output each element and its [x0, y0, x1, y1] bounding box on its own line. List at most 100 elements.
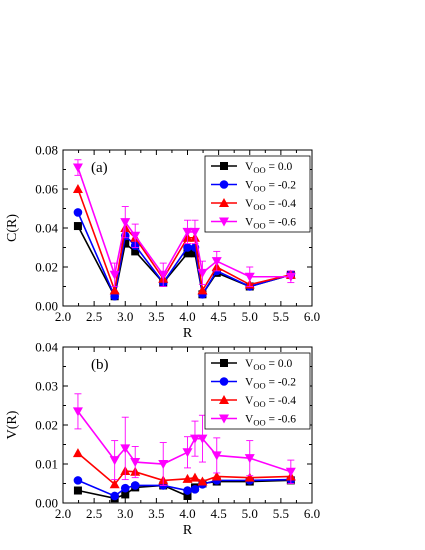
- y-tick-label: 0.00: [35, 496, 58, 511]
- data-point: [72, 163, 83, 173]
- legend-label-subscript: OO: [253, 221, 265, 231]
- legend-label-value: = -0.6: [266, 217, 297, 229]
- legend-label: VOO = -0.2: [245, 180, 296, 194]
- legend-label-main: V: [245, 198, 254, 210]
- data-point: [131, 247, 140, 256]
- legend-label-main: V: [245, 414, 254, 426]
- legend-label-subscript: OO: [253, 165, 265, 175]
- data-point: [244, 272, 255, 282]
- legend-label-subscript: OO: [253, 399, 265, 409]
- y-tick-label: 0.02: [35, 260, 58, 275]
- x-tick-label: 5.0: [242, 506, 258, 521]
- x-tick-label: 4.0: [179, 506, 195, 521]
- data-point: [197, 268, 208, 278]
- data-point: [182, 448, 193, 458]
- legend-label-value: = 0.0: [266, 358, 293, 370]
- legend-label: VOO = -0.4: [245, 395, 296, 409]
- legend-label-main: V: [245, 358, 254, 370]
- legend-marker: [220, 162, 228, 170]
- x-tick-label: 2.5: [86, 506, 102, 521]
- data-point: [121, 239, 130, 248]
- y-tick-label: 0.04: [35, 340, 58, 355]
- data-point: [130, 231, 141, 241]
- legend-label: VOO = -0.6: [245, 414, 296, 428]
- data-point: [190, 249, 199, 258]
- y-tick-label: 0.00: [35, 299, 58, 314]
- y-tick-label: 0.03: [35, 379, 58, 394]
- data-point: [183, 243, 192, 252]
- x-tick-label: 3.5: [148, 309, 164, 324]
- data-point: [182, 227, 193, 237]
- legend-marker: [219, 180, 229, 189]
- x-tick-label: 6.0: [304, 506, 320, 521]
- legend-label-value: = 0.0: [266, 161, 293, 173]
- x-tick-label: 5.0: [242, 309, 258, 324]
- data-point: [189, 472, 200, 482]
- data-point: [120, 444, 131, 454]
- legend-marker: [219, 377, 229, 386]
- x-tick-label: 2.0: [55, 506, 71, 521]
- data-point: [211, 471, 222, 481]
- series-0: [73, 222, 295, 301]
- data-point: [72, 448, 83, 458]
- data-point: [73, 476, 83, 485]
- y-tick-label: 0.04: [35, 221, 58, 236]
- legend-item-1: VOO = -0.2: [211, 180, 296, 194]
- data-point: [72, 407, 83, 417]
- data-point: [73, 222, 82, 231]
- legend-label-value: = -0.2: [266, 377, 297, 389]
- legend-marker: [219, 198, 229, 207]
- legend-label-value: = -0.2: [266, 180, 297, 192]
- x-tick-label: 2.5: [86, 309, 102, 324]
- legend-label-main: V: [245, 377, 254, 389]
- y-axis-title: V(R): [5, 410, 20, 439]
- x-tick-label: 3.5: [148, 506, 164, 521]
- legend-label-subscript: OO: [253, 381, 265, 391]
- legend-marker: [219, 217, 229, 227]
- data-point: [109, 270, 120, 280]
- data-point: [197, 476, 208, 486]
- legend-label: VOO = -0.6: [245, 217, 296, 231]
- data-point: [197, 285, 208, 295]
- data-point: [285, 272, 296, 282]
- legend-label-main: V: [245, 180, 254, 192]
- x-tick-label: 5.5: [273, 506, 289, 521]
- x-tick-label: 4.5: [211, 309, 227, 324]
- series-3: [72, 159, 296, 287]
- y-tick-label: 0.01: [35, 457, 58, 472]
- chart-panel-a: 2.0 2.5 3.0 3.5 4.0 4.5 5.0 5.5 6.0 0.00 0.02 0.04 0…: [5, 143, 320, 342]
- legend-item-3: VOO = -0.6: [211, 217, 296, 231]
- x-tick-label: 2.0: [55, 309, 71, 324]
- data-point: [72, 184, 83, 193]
- legend-marker: [219, 395, 229, 404]
- data-point: [158, 270, 169, 280]
- y-tick-label: 0.06: [35, 182, 58, 197]
- data-point: [130, 481, 140, 490]
- data-point: [211, 451, 222, 461]
- y-tick-label: 0.08: [35, 143, 58, 158]
- series-3: [72, 393, 296, 486]
- legend-label-subscript: OO: [253, 184, 265, 194]
- data-point: [189, 434, 200, 444]
- legend-marker: [220, 359, 228, 367]
- data-point: [285, 467, 296, 477]
- x-tick-label: 5.5: [273, 309, 289, 324]
- data-point: [73, 486, 82, 495]
- x-tick-label: 6.0: [304, 309, 320, 324]
- x-tick-label: 4.0: [179, 309, 195, 324]
- data-point: [130, 458, 141, 468]
- data-point: [182, 473, 193, 483]
- x-tick-label: 3.0: [117, 309, 133, 324]
- legend-label-value: = -0.6: [266, 414, 297, 426]
- data-point: [109, 456, 120, 466]
- data-point: [244, 454, 255, 464]
- legend-item-2: VOO = -0.4: [211, 198, 296, 212]
- legend-label-main: V: [245, 161, 254, 173]
- legend-label: VOO = -0.4: [245, 198, 296, 212]
- panel-label: (b): [91, 357, 109, 373]
- data-point: [183, 486, 192, 495]
- data-point: [183, 491, 192, 500]
- legend-item-0: VOO = 0.0: [211, 161, 292, 175]
- legend-item-3: VOO = -0.6: [211, 414, 296, 428]
- legend-label-main: V: [245, 395, 254, 407]
